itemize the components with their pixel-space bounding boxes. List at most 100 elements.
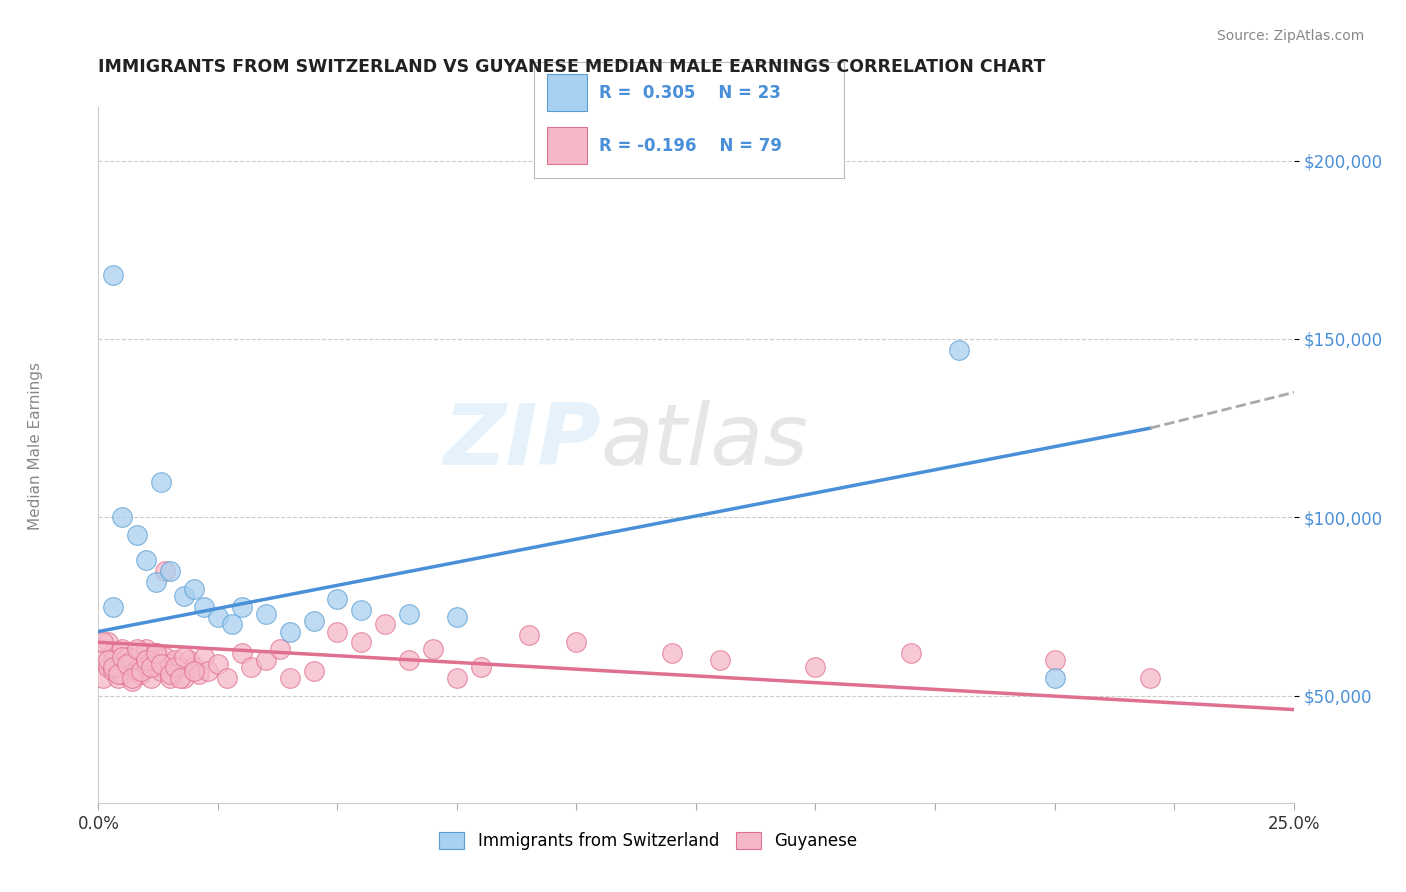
Point xyxy=(101,664,124,678)
Point xyxy=(254,653,277,667)
Point xyxy=(131,660,153,674)
Point xyxy=(101,653,124,667)
Point xyxy=(197,664,219,678)
Point xyxy=(350,635,373,649)
Point xyxy=(145,646,167,660)
Point xyxy=(155,564,177,578)
Point xyxy=(91,635,114,649)
Point xyxy=(131,664,153,678)
Point xyxy=(145,646,167,660)
Point xyxy=(302,614,325,628)
Point xyxy=(125,664,148,678)
Point xyxy=(159,671,181,685)
Point xyxy=(97,635,120,649)
Point xyxy=(155,649,177,664)
Point xyxy=(193,649,215,664)
Point xyxy=(97,660,120,674)
Point xyxy=(159,667,181,681)
Point xyxy=(183,582,205,596)
Point xyxy=(302,664,325,678)
Point xyxy=(121,671,143,685)
Point xyxy=(169,671,191,685)
Point xyxy=(111,642,134,657)
Point xyxy=(125,649,148,664)
Point xyxy=(254,607,277,621)
Point xyxy=(125,528,148,542)
Point xyxy=(115,657,138,671)
Text: Source: ZipAtlas.com: Source: ZipAtlas.com xyxy=(1216,29,1364,43)
Point xyxy=(163,653,186,667)
Text: atlas: atlas xyxy=(600,400,808,483)
Text: IMMIGRANTS FROM SWITZERLAND VS GUYANESE MEDIAN MALE EARNINGS CORRELATION CHART: IMMIGRANTS FROM SWITZERLAND VS GUYANESE … xyxy=(98,58,1046,76)
Point xyxy=(115,657,138,671)
Point xyxy=(169,660,191,674)
Point xyxy=(173,649,195,664)
Point xyxy=(231,646,253,660)
Point xyxy=(446,610,468,624)
Point xyxy=(187,667,209,681)
Point xyxy=(326,592,349,607)
Point xyxy=(173,671,195,685)
Point xyxy=(374,617,396,632)
Point xyxy=(398,607,420,621)
Text: R =  0.305    N = 23: R = 0.305 N = 23 xyxy=(599,84,782,102)
Point xyxy=(900,646,922,660)
Point xyxy=(135,653,157,667)
Point xyxy=(183,664,205,678)
Point xyxy=(398,653,420,667)
Point xyxy=(149,664,172,678)
Point xyxy=(193,599,215,614)
Point xyxy=(121,674,143,689)
Point xyxy=(135,553,157,567)
Point xyxy=(107,671,129,685)
Point xyxy=(125,642,148,657)
Point xyxy=(221,617,243,632)
Point xyxy=(135,642,157,657)
Text: R = -0.196    N = 79: R = -0.196 N = 79 xyxy=(599,137,782,155)
Point xyxy=(217,671,239,685)
Point xyxy=(207,657,229,671)
Bar xyxy=(547,74,586,112)
Point xyxy=(111,667,134,681)
Point xyxy=(207,610,229,624)
Point xyxy=(1139,671,1161,685)
Point xyxy=(111,510,134,524)
Point xyxy=(139,653,162,667)
Point xyxy=(145,660,167,674)
Point xyxy=(183,660,205,674)
Point xyxy=(101,268,124,282)
Point xyxy=(446,671,468,685)
Point xyxy=(139,660,162,674)
Point xyxy=(326,624,349,639)
Point xyxy=(159,564,181,578)
Point xyxy=(145,574,167,589)
Point xyxy=(565,635,588,649)
Point xyxy=(231,599,253,614)
Point xyxy=(173,589,195,603)
Point xyxy=(179,653,201,667)
Point xyxy=(135,657,157,671)
Point xyxy=(350,603,373,617)
Point xyxy=(278,671,301,685)
Point xyxy=(115,649,138,664)
Text: ZIP: ZIP xyxy=(443,400,600,483)
Point xyxy=(948,343,970,357)
Point xyxy=(111,649,134,664)
Point xyxy=(422,642,444,657)
Point xyxy=(149,657,172,671)
Point xyxy=(163,660,186,674)
Point xyxy=(107,667,129,681)
Point xyxy=(240,660,263,674)
Point xyxy=(91,671,114,685)
Text: Median Male Earnings: Median Male Earnings xyxy=(28,362,42,530)
Point xyxy=(121,653,143,667)
Point xyxy=(709,653,731,667)
Point xyxy=(1043,653,1066,667)
Point xyxy=(101,660,124,674)
Point xyxy=(101,646,124,660)
Point xyxy=(107,660,129,674)
Bar xyxy=(547,128,586,164)
Point xyxy=(470,660,492,674)
Legend: Immigrants from Switzerland, Guyanese: Immigrants from Switzerland, Guyanese xyxy=(433,826,863,857)
Point xyxy=(517,628,540,642)
